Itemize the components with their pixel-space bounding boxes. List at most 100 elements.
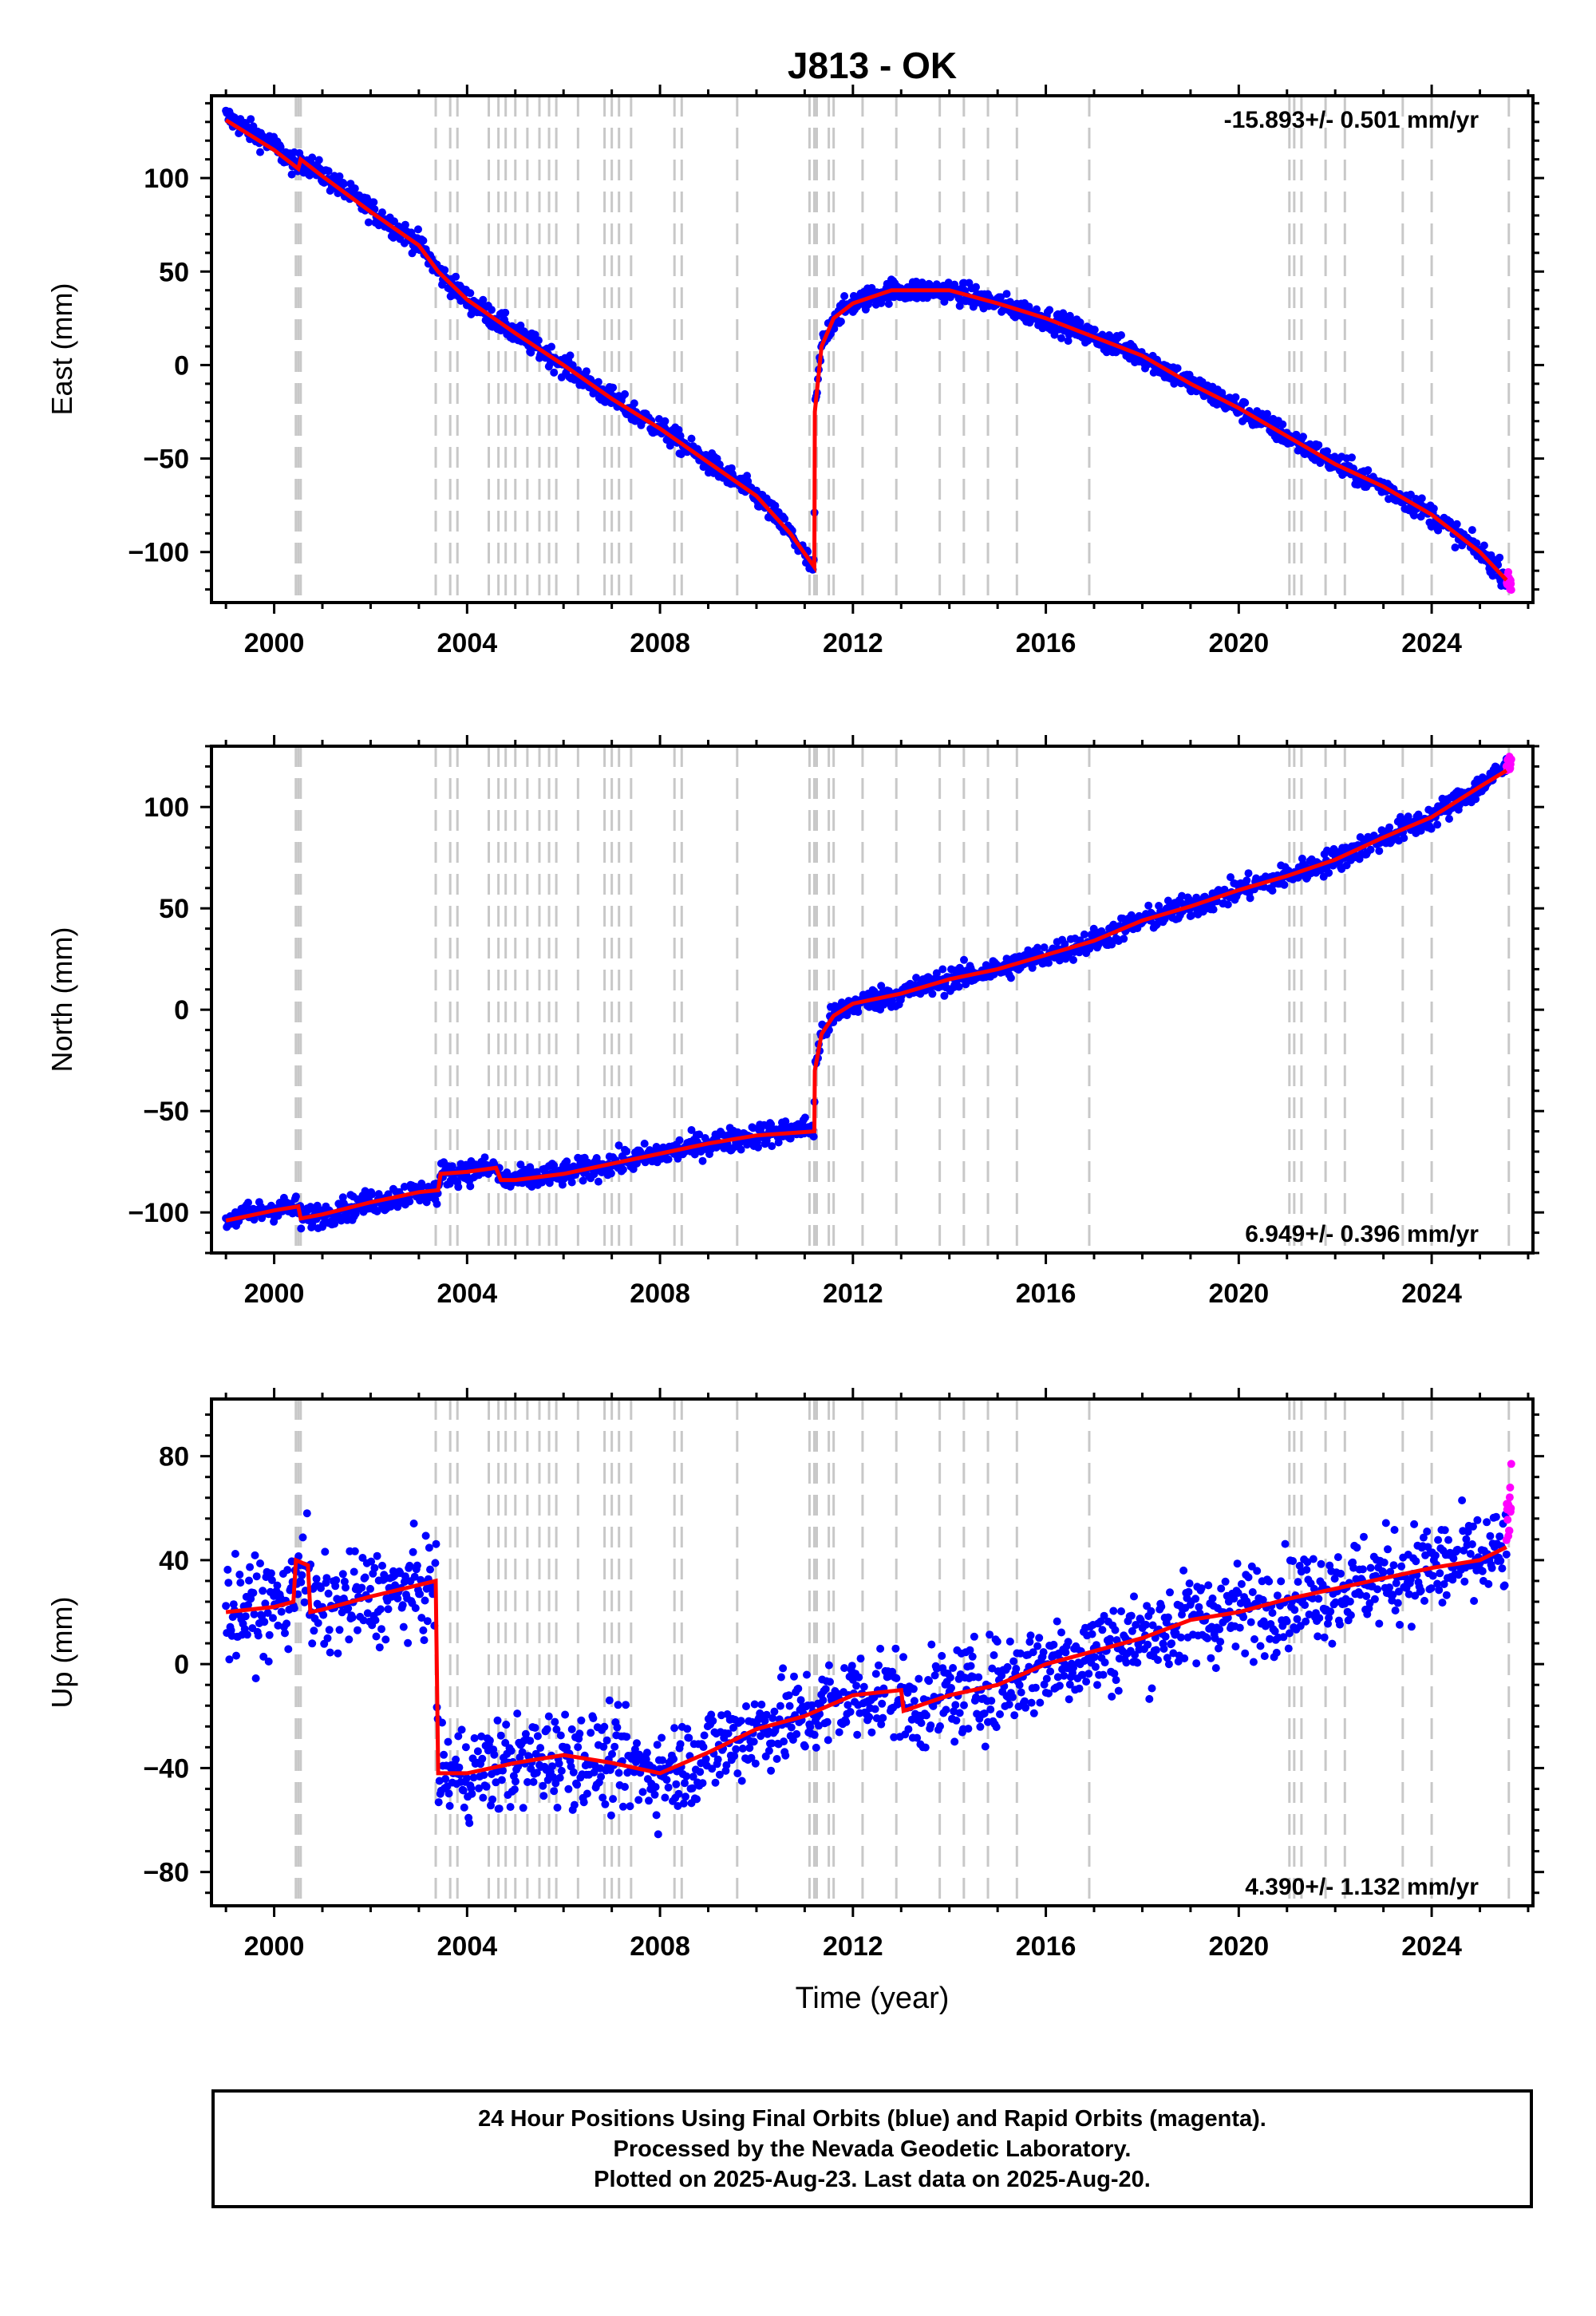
final-orbit-point (674, 1802, 682, 1810)
x-tick-label: 2004 (437, 1931, 498, 1962)
final-orbit-point (1328, 1639, 1337, 1648)
final-orbit-point (245, 1576, 253, 1585)
final-orbit-point (1111, 1626, 1120, 1634)
final-orbit-point (1325, 1614, 1333, 1622)
plot-frame (210, 745, 1535, 1255)
final-orbit-point (853, 1730, 862, 1739)
final-orbit-point (259, 1652, 268, 1661)
final-orbit-point (614, 1701, 622, 1709)
final-orbit-point (1472, 539, 1481, 547)
final-orbit-point (444, 1737, 452, 1746)
final-orbit-point (1122, 1658, 1131, 1667)
final-orbit-point (972, 283, 980, 291)
final-orbit-point (1293, 1614, 1302, 1623)
final-orbit-point (324, 167, 333, 176)
final-orbit-point (265, 1630, 274, 1639)
final-orbit-point (480, 1153, 489, 1162)
final-orbit-point (640, 1140, 649, 1148)
final-orbit-point (645, 1796, 653, 1805)
final-orbit-point (688, 1784, 697, 1792)
final-orbit-point (1231, 393, 1240, 401)
final-orbit-point (926, 1721, 935, 1729)
final-orbit-point (929, 1701, 938, 1710)
final-orbit-point (1128, 1626, 1136, 1635)
final-orbit-point (836, 317, 845, 326)
final-orbit-point (350, 184, 359, 193)
final-orbit-point (222, 1602, 231, 1611)
final-orbit-point (843, 1701, 852, 1709)
final-orbit-point (324, 1589, 333, 1598)
final-orbit-point (642, 1749, 651, 1757)
final-orbit-point (1031, 1683, 1040, 1692)
y-axis-label: East (mm) (45, 283, 78, 416)
final-orbit-point (946, 1674, 954, 1682)
final-orbit-point (373, 1551, 381, 1560)
final-orbit-point (1145, 1694, 1154, 1703)
final-orbit-point (912, 974, 921, 982)
x-tick-label: 2004 (437, 1279, 498, 1309)
final-orbit-point (1117, 331, 1125, 339)
y-tick-label: −50 (143, 445, 189, 475)
final-orbit-point (693, 1795, 701, 1804)
final-orbit-point (1472, 795, 1480, 804)
final-orbit-point (1320, 1633, 1329, 1642)
final-orbit-point (1061, 939, 1069, 948)
final-orbit-point (781, 1751, 790, 1760)
final-orbit-point (534, 336, 543, 345)
final-orbit-point (597, 1773, 606, 1781)
final-orbit-point (1273, 1591, 1282, 1600)
final-orbit-point (1263, 409, 1271, 418)
final-orbit-point (835, 1728, 843, 1737)
final-orbit-point (815, 1721, 823, 1730)
final-orbit-point (473, 1747, 482, 1756)
final-orbit-point (687, 434, 696, 443)
final-orbit-point (224, 1579, 233, 1587)
final-orbit-point (361, 1187, 369, 1196)
final-orbit-point (1208, 1594, 1217, 1603)
final-orbit-point (1082, 1678, 1091, 1686)
final-orbit-point (1393, 1599, 1402, 1607)
final-orbit-point (1397, 1562, 1406, 1571)
final-orbit-point (375, 1643, 384, 1652)
final-orbit-point (1233, 1559, 1242, 1568)
final-orbit-point (1248, 1588, 1257, 1596)
final-orbit-point (426, 1565, 434, 1574)
final-orbit-point (780, 1737, 788, 1746)
x-tick-label: 2000 (244, 628, 305, 658)
final-orbit-point (1033, 943, 1042, 952)
final-orbit-point (1203, 1634, 1212, 1642)
data-points (222, 1460, 1515, 1839)
velocity-rate-label: -15.893+/- 0.501 mm/yr (1224, 107, 1479, 133)
final-orbit-point (421, 1596, 429, 1605)
final-orbit-point (1314, 1595, 1323, 1603)
final-orbit-point (785, 1701, 794, 1710)
final-orbit-point (1278, 420, 1287, 429)
final-orbit-point (342, 1583, 350, 1592)
final-orbit-point (987, 1697, 996, 1705)
final-orbit-point (1260, 1652, 1269, 1661)
final-orbit-point (1127, 1611, 1136, 1620)
final-orbit-point (532, 1769, 541, 1777)
final-orbit-point (1258, 1595, 1267, 1604)
final-orbit-point (539, 1792, 548, 1800)
final-orbit-point (261, 1599, 270, 1608)
final-orbit-point (1478, 1567, 1487, 1575)
final-orbit-point (423, 1617, 432, 1626)
final-orbit-point (653, 1741, 662, 1749)
final-orbit-point (875, 1661, 883, 1670)
final-orbit-point (1268, 887, 1277, 895)
final-orbit-point (413, 1561, 421, 1570)
final-orbit-point (1009, 1693, 1017, 1701)
final-orbit-point (378, 1561, 386, 1570)
final-orbit-point (558, 1180, 567, 1189)
final-orbit-point (840, 292, 849, 300)
final-orbit-point (932, 1664, 941, 1673)
final-orbit-point (1440, 1526, 1449, 1535)
final-orbit-point (1362, 1592, 1371, 1600)
final-orbit-point (1491, 1512, 1500, 1521)
final-orbit-point (651, 1783, 660, 1792)
final-orbit-point (1470, 1597, 1479, 1605)
final-orbit-point (1036, 1698, 1045, 1707)
final-orbit-point (384, 1605, 393, 1614)
final-orbit-point (600, 1722, 609, 1731)
